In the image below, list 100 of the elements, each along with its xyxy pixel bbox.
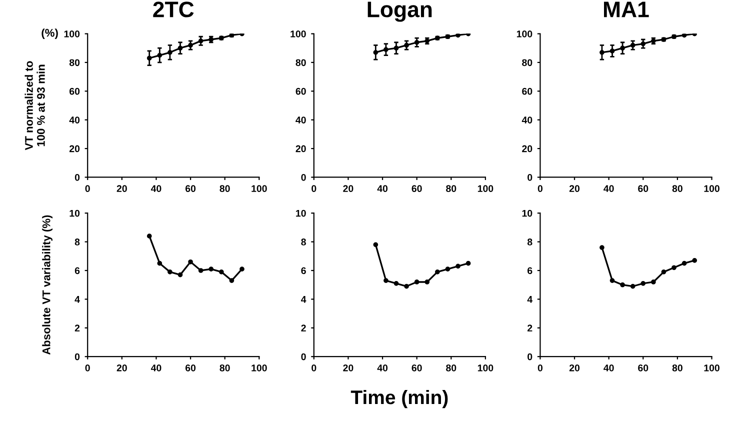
y-tick-label: 20 <box>522 145 532 152</box>
y-tick-label: 0 <box>528 174 532 181</box>
x-tick-label: 100 <box>252 185 267 192</box>
point <box>682 260 687 266</box>
y-tick-label: 40 <box>296 116 306 124</box>
point <box>198 268 204 273</box>
point <box>218 270 224 274</box>
x-tick-label: 0 <box>312 364 316 372</box>
x-tick-label: 20 <box>116 364 127 372</box>
x-tick-label: 0 <box>312 185 316 192</box>
point <box>384 278 388 283</box>
y-tick-label: 6 <box>528 267 532 274</box>
x-tick-label: 60 <box>412 185 422 192</box>
y-tick-label: 0 <box>528 353 532 360</box>
point <box>240 266 244 272</box>
x-tick-label: 100 <box>478 364 494 372</box>
text: (%) <box>42 28 58 39</box>
y-tick-label: 8 <box>527 238 532 246</box>
chart-title: MA1 <box>604 2 649 18</box>
x-tick-label: 40 <box>377 185 388 192</box>
x-tick-label: 20 <box>569 364 580 372</box>
x-tick-label: 80 <box>672 185 682 192</box>
x-tick-label: 40 <box>150 185 162 192</box>
y-tick-label: 10 <box>70 210 80 217</box>
point <box>640 280 646 286</box>
x-tick-label: 0 <box>85 185 90 192</box>
point <box>229 278 234 283</box>
point <box>394 280 399 286</box>
y-tick-label: 4 <box>527 296 533 303</box>
point <box>692 258 698 263</box>
point <box>373 242 378 248</box>
y-tick-label: 4 <box>74 296 80 303</box>
point <box>456 264 460 269</box>
y-tick-label: 60 <box>522 88 532 95</box>
y-tick-label: 6 <box>301 267 306 274</box>
y-tick-label: 40 <box>522 116 532 124</box>
y-tick-label: 0 <box>74 174 80 181</box>
y-tick-label: 6 <box>74 267 80 274</box>
chart-title: 2TC <box>153 2 194 18</box>
point <box>661 270 666 274</box>
y-tick-label: 2 <box>527 324 532 332</box>
point <box>434 270 440 274</box>
x-tick-label: 0 <box>538 185 543 192</box>
x-tick-label: 100 <box>704 185 720 192</box>
point <box>610 278 615 283</box>
y-tick-label: 60 <box>296 88 306 95</box>
x-tick-label: 40 <box>604 364 614 372</box>
x-tick-label: 40 <box>150 364 162 372</box>
x-tick-label: 60 <box>185 364 196 372</box>
point <box>178 272 183 278</box>
x-tick-label: 20 <box>343 364 354 372</box>
point <box>650 280 656 284</box>
x-tick-label: 60 <box>638 185 648 192</box>
y-tick-label: 0 <box>301 174 306 181</box>
point <box>188 259 193 264</box>
x-tick-label: 80 <box>446 185 456 192</box>
x-tick-label: 60 <box>638 364 648 372</box>
point <box>146 234 152 238</box>
point <box>414 280 420 284</box>
y-tick-label: 10 <box>522 210 532 217</box>
y-tick-label: 40 <box>69 116 80 124</box>
x-tick-label: 100 <box>704 364 720 372</box>
point <box>630 284 636 289</box>
point <box>600 245 604 250</box>
y-tick-label: 8 <box>301 238 306 246</box>
y-tick-label: 20 <box>69 145 80 152</box>
point <box>208 266 214 272</box>
y-tick-label: 100 <box>516 30 532 38</box>
x-tick-label: 60 <box>412 364 422 372</box>
point <box>168 270 172 274</box>
y-tick-label: 100 <box>64 30 80 38</box>
x-tick-label: 60 <box>185 185 196 192</box>
x-tick-label: 20 <box>116 185 127 192</box>
y-tick-label: 80 <box>69 59 80 66</box>
x-tick-label: 80 <box>220 364 230 372</box>
point <box>672 265 676 270</box>
y-tick-label: 100 <box>290 30 306 38</box>
point <box>404 284 409 289</box>
x-tick-label: 40 <box>604 185 614 192</box>
y-tick-label: 0 <box>301 353 306 360</box>
point <box>157 260 162 266</box>
y-tick-label: 80 <box>522 59 532 66</box>
x-tick-label: 40 <box>377 364 388 372</box>
y-tick-label: 4 <box>301 296 306 303</box>
chart-title: Logan <box>368 2 432 22</box>
x-tick-label: 80 <box>672 364 682 372</box>
y-axis-title: Absolute VT variability (%) <box>42 215 52 355</box>
x-tick-label: 20 <box>569 185 580 192</box>
y-tick-label: 10 <box>296 210 306 217</box>
y-axis-title: VT normalized to 100 % at 93 min <box>24 61 45 150</box>
y-tick-label: 60 <box>70 88 80 95</box>
x-tick-label: 0 <box>538 364 543 372</box>
x-tick-label: 80 <box>446 364 456 372</box>
point <box>424 280 430 284</box>
y-tick-label: 80 <box>296 59 306 66</box>
point <box>466 260 471 266</box>
y-tick-label: 0 <box>74 353 80 360</box>
y-tick-label: 8 <box>74 238 80 246</box>
y-tick-label: 2 <box>74 324 80 332</box>
x-tick-label: 80 <box>220 185 230 192</box>
